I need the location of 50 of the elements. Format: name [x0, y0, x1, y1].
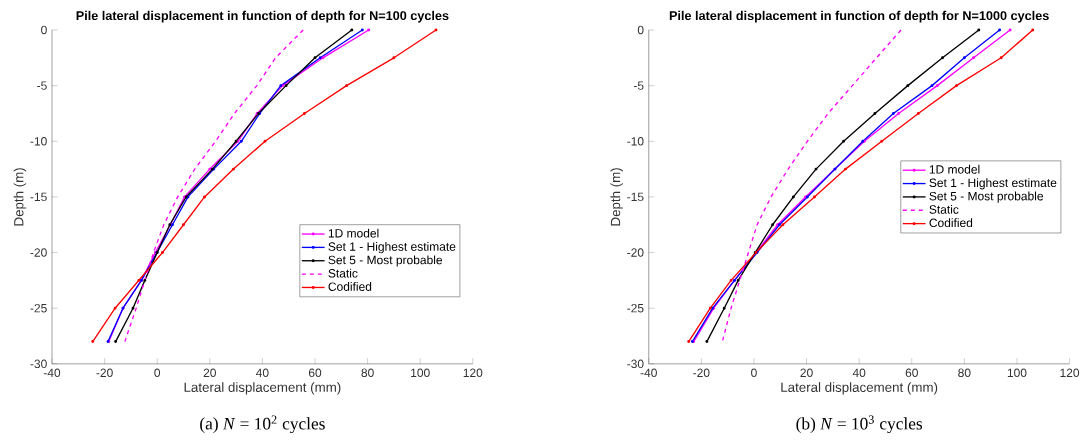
y-tick-label: -15	[30, 192, 47, 202]
legend-label: Static	[929, 205, 959, 214]
x-axis-title: Lateral displacement (mm)	[781, 382, 938, 395]
x-tick-label: 20	[800, 368, 813, 378]
x-tick-label: 80	[958, 368, 971, 378]
text: (b) N = 10$^{3}$ cycles	[796, 415, 923, 434]
y-tick-label: -25	[627, 304, 644, 313]
x-tick-label: -40	[640, 368, 657, 378]
legend-label: Codified	[328, 282, 372, 292]
x-tick-label: 20	[203, 368, 216, 378]
legend-label: Set 1 - Highest estimate	[929, 178, 1057, 190]
y-tick-label: -15	[627, 192, 644, 202]
x-tick-label: 100	[411, 368, 430, 378]
y-tick-label: -5	[633, 81, 644, 90]
y-tick-label: -20	[30, 248, 47, 257]
legend-label: Set 1 - Highest estimate	[328, 242, 456, 254]
y-axis-title: Depth (m)	[13, 168, 27, 226]
x-tick-label: 40	[852, 368, 866, 378]
x-tick-label: 0	[751, 368, 757, 378]
x-tick-label: 60	[905, 368, 918, 378]
chart-title: Pile lateral displacement in function of depth for N=1000 cycles	[669, 10, 1049, 23]
x-tick-label: 60	[308, 368, 322, 378]
y-tick-label: -5	[37, 81, 47, 90]
x-tick-label: -20	[693, 368, 710, 378]
text: (a) N = 10$^{2}$ cycles	[200, 415, 325, 434]
x-tick-label: 40	[256, 368, 269, 378]
x-tick-label: 100	[1007, 368, 1027, 378]
y-tick-label: 0	[41, 25, 47, 35]
y-axis-title: Depth (m)	[610, 168, 623, 226]
legend-label: Set 5 - Most probable	[929, 191, 1044, 203]
x-tick-label: 80	[361, 368, 374, 378]
y-tick-label: 0	[637, 25, 644, 35]
y-tick-label: -30	[627, 359, 644, 369]
chart-title: Pile lateral displacement in function of depth for N=100 cycles	[76, 10, 449, 23]
x-tick-label: -40	[43, 368, 61, 378]
x-axis-title: Lateral displacement (mm)	[184, 382, 341, 395]
legend-label: 1D model	[929, 164, 980, 174]
y-tick-label: -10	[30, 137, 47, 146]
legend-label: Set 5 - Most probable	[328, 255, 443, 267]
y-tick-label: -30	[30, 359, 47, 369]
y-tick-label: -25	[30, 304, 47, 313]
x-tick-label: -20	[96, 368, 113, 378]
legend-label: 1D model	[328, 228, 379, 238]
x-tick-label: 120	[463, 368, 483, 378]
y-tick-label: -20	[627, 248, 644, 257]
legend-label: Static	[328, 268, 358, 278]
x-tick-label: 120	[1060, 368, 1080, 378]
legend-label: Codified	[929, 218, 973, 228]
y-tick-label: -10	[627, 137, 644, 146]
x-tick-label: 0	[154, 368, 161, 378]
